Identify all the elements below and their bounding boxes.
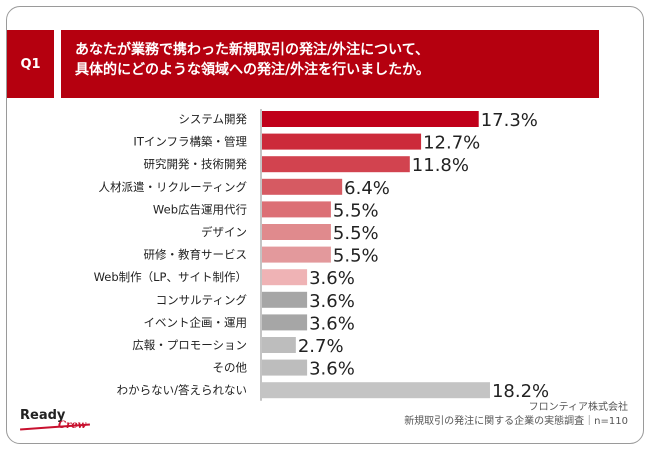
bar bbox=[262, 201, 331, 218]
category-label: イベント企画・運用 bbox=[144, 315, 248, 329]
bar bbox=[262, 178, 343, 195]
category-label: Web制作（LP、サイト制作） bbox=[94, 270, 247, 284]
chart-card: Q1 あなたが業務で携わった新規取引の発注/外注について、 具体的にどのような領… bbox=[6, 6, 644, 444]
category-label: コンサルティング bbox=[156, 293, 248, 307]
value-label: 3.6% bbox=[309, 359, 355, 380]
bar bbox=[262, 156, 410, 173]
category-label: 広報・プロモーション bbox=[132, 338, 247, 352]
value-label: 3.6% bbox=[309, 313, 355, 334]
question-line-2: 具体的にどのような領域への発注/外注を行いましたか。 bbox=[75, 62, 430, 78]
category-label: 研究開発・技術開発 bbox=[144, 157, 248, 171]
value-label: 5.5% bbox=[333, 223, 379, 244]
value-label: 12.7% bbox=[423, 133, 480, 154]
category-label: Web広告運用代行 bbox=[153, 202, 247, 216]
category-label: システム開発 bbox=[178, 112, 247, 126]
bar bbox=[262, 291, 308, 308]
value-label: 17.3% bbox=[481, 110, 538, 131]
question-badge: Q1 bbox=[7, 30, 54, 98]
bar bbox=[262, 314, 308, 331]
source-company: フロンティア株式会社 bbox=[528, 402, 628, 413]
value-label: 3.6% bbox=[309, 291, 355, 312]
value-label: 2.7% bbox=[298, 336, 344, 357]
category-label: わからない/答えられない bbox=[117, 383, 247, 397]
value-label: 11.8% bbox=[412, 155, 469, 176]
bar bbox=[262, 269, 308, 286]
question-banner: あなたが業務で携わった新規取引の発注/外注について、 具体的にどのような領域への… bbox=[61, 30, 599, 98]
bar bbox=[262, 224, 331, 240]
source-survey: 新規取引の発注に関する企業の実態調査｜n=110 bbox=[404, 416, 628, 427]
question-line-1: あなたが業務で携わった新規取引の発注/外注について、 bbox=[75, 42, 429, 58]
bar bbox=[262, 111, 479, 127]
category-label: 人材派遣・リクルーティング bbox=[99, 180, 248, 194]
category-label: 研修・教育サービス bbox=[144, 248, 248, 262]
value-label: 6.4% bbox=[344, 178, 390, 199]
bar bbox=[262, 382, 490, 399]
logo-crew-text: Crew bbox=[58, 420, 87, 431]
bar bbox=[262, 337, 296, 353]
category-label: デザイン bbox=[201, 225, 247, 239]
bar bbox=[262, 359, 308, 376]
source-note: フロンティア株式会社 新規取引の発注に関する企業の実態調査｜n=110 bbox=[404, 401, 628, 429]
value-label: 5.5% bbox=[333, 246, 379, 267]
value-label: 5.5% bbox=[333, 200, 379, 221]
value-label: 18.2% bbox=[492, 381, 549, 402]
category-label: その他 bbox=[213, 361, 248, 375]
ready-crew-logo: Ready Crew bbox=[18, 408, 96, 434]
bar bbox=[262, 133, 422, 150]
category-label: ITインフラ構築・管理 bbox=[133, 135, 247, 149]
bar bbox=[262, 246, 331, 263]
value-label: 3.6% bbox=[309, 268, 355, 289]
logo-ready-text: Ready bbox=[20, 408, 66, 423]
